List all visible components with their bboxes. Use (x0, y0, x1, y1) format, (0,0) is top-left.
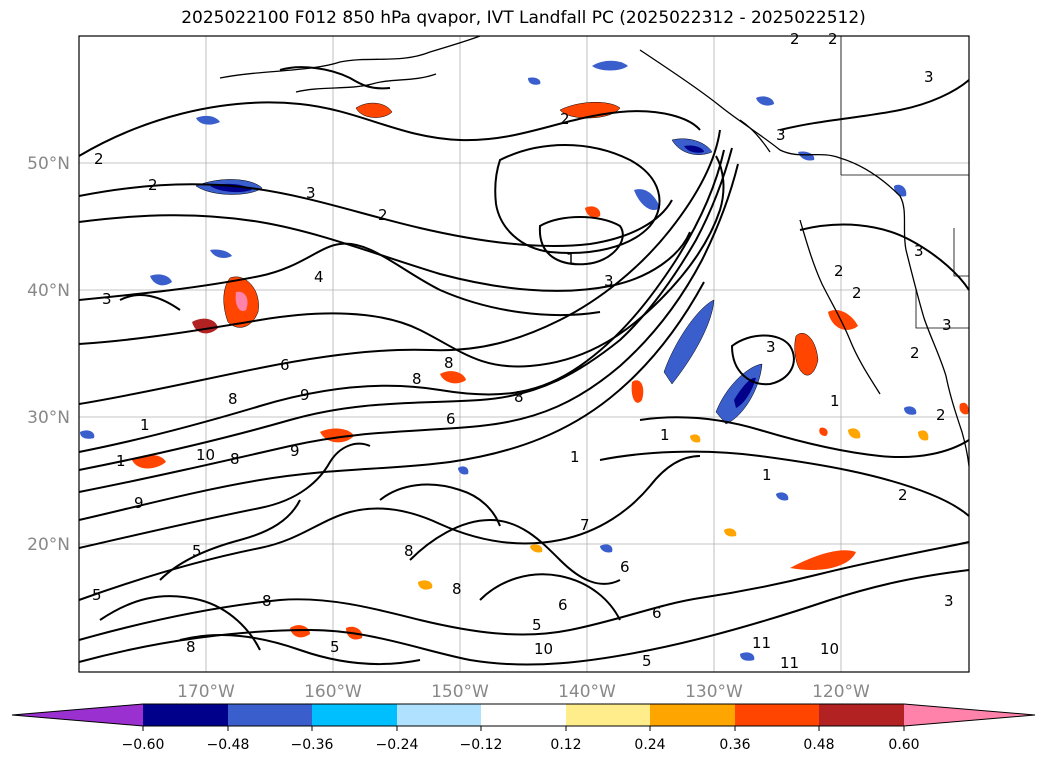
colorbar-tick-label: −0.24 (376, 737, 419, 753)
contour-label: 2 (910, 344, 920, 362)
map-title: 2025022100 F012 850 hPa qvapor, IVT Land… (181, 8, 866, 28)
contour-label: 5 (532, 616, 542, 634)
contour-label: 9 (300, 386, 310, 404)
colorbar-segment (566, 704, 650, 726)
contour-label: 3 (776, 126, 786, 144)
contour-label: 10 (820, 640, 839, 658)
colorbar-tick-label: 0.12 (550, 737, 581, 753)
lon-label: 120°W (812, 682, 870, 702)
longitude-labels: 170°W 160°W 150°W 140°W 130°W 120°W (177, 682, 870, 702)
contour-label: 3 (766, 338, 776, 356)
ivt-contours (78, 66, 970, 666)
lon-label: 160°W (304, 682, 362, 702)
lat-label: 20°N (27, 535, 70, 555)
contour-label: 3 (944, 592, 954, 610)
colorbar-tick-label: −0.12 (460, 737, 503, 753)
contour-label: 3 (102, 290, 112, 308)
contour-label: 2 (148, 176, 158, 194)
colorbar-tick-label: 0.60 (888, 737, 919, 753)
contour-label: 9 (290, 442, 300, 460)
contour-label: 8 (444, 354, 454, 372)
contour-label: 5 (92, 586, 102, 604)
lon-label: 140°W (558, 682, 616, 702)
coastlines (219, 35, 970, 467)
contour-label: 6 (280, 356, 290, 374)
contour-label: 1 (660, 426, 670, 444)
political-boundaries (840, 36, 969, 329)
colorbar-segment (481, 704, 566, 726)
contour-label: 2 (936, 406, 946, 424)
contour-label: 10 (534, 640, 553, 658)
negative-anomaly-fills (80, 60, 917, 661)
contour-label: 2 (852, 284, 862, 302)
contour-label: 5 (330, 638, 340, 656)
colorbar-tick-label: 0.48 (803, 737, 834, 753)
colorbar-tick-label: 0.36 (719, 737, 750, 753)
contour-label: 1 (566, 250, 576, 268)
lon-label: 150°W (431, 682, 489, 702)
colorbar-extend-max (904, 704, 1035, 726)
positive-anomaly-fills (132, 101, 969, 640)
contour-label: 1 (570, 448, 580, 466)
contour-label: 6 (446, 410, 456, 428)
contour-label: 3 (306, 184, 316, 202)
colorbar-extend-min (12, 704, 143, 726)
contour-label: 8 (230, 450, 240, 468)
contour-label: 8 (514, 388, 524, 406)
contour-label: 8 (262, 592, 272, 610)
contour-label: 7 (580, 516, 590, 534)
contour-label: 6 (558, 596, 568, 614)
latitude-labels: 50°N 40°N 30°N 20°N (27, 154, 70, 555)
lat-label: 40°N (27, 281, 70, 301)
map-frame (78, 35, 970, 673)
contour-label: 3 (942, 316, 952, 334)
contour-label: 1 (762, 466, 772, 484)
contour-label: 1 (140, 416, 150, 434)
contour-label: 2 (898, 486, 908, 504)
lat-label: 50°N (27, 154, 70, 174)
contour-label: 2 (378, 206, 388, 224)
contour-label: 8 (452, 580, 462, 598)
colorbar-tick-label: −0.48 (207, 737, 250, 753)
colorbar-segment (735, 704, 819, 726)
contour-label: 8 (228, 390, 238, 408)
contour-labels: 2 2 3 2 3 2 3 2 2 1 3 4 3 1 2 3 6 9 8 8 … (92, 30, 954, 672)
contour-label: 10 (196, 446, 215, 464)
contour-label: 9 (134, 494, 144, 512)
colorbar: −0.60 −0.48 −0.36 −0.24 −0.12 0.12 0.24 … (11, 703, 1036, 753)
colorbar-tick-label: −0.36 (291, 737, 334, 753)
contour-label: 2 (834, 262, 844, 280)
contour-label: 4 (314, 268, 324, 286)
contour-label: 2 (560, 110, 570, 128)
colorbar-tick-label: 0.24 (634, 737, 665, 753)
colorbar-segment (650, 704, 735, 726)
contour-label: 3 (914, 242, 924, 260)
contour-label: 2 (828, 30, 838, 48)
colorbar-segment (228, 704, 312, 726)
colorbar-segment (312, 704, 397, 726)
contour-label: 3 (604, 272, 614, 290)
contour-label: 11 (752, 634, 771, 652)
contour-label: 1 (116, 452, 126, 470)
contour-label: 2 (790, 30, 800, 48)
contour-label: 5 (192, 542, 202, 560)
colorbar-segment (819, 704, 904, 726)
contour-label: 6 (652, 604, 662, 622)
colorbar-segment (397, 704, 481, 726)
contour-label: 6 (620, 558, 630, 576)
contour-label: 5 (642, 652, 652, 670)
contour-label: 8 (186, 638, 196, 656)
colorbar-segment (143, 704, 228, 726)
contour-label: 3 (924, 68, 934, 86)
contour-label: 11 (780, 654, 799, 672)
lon-label: 130°W (685, 682, 743, 702)
contour-label: 8 (404, 542, 414, 560)
lon-label: 170°W (177, 682, 235, 702)
contour-label: 1 (830, 392, 840, 410)
colorbar-tick-label: −0.60 (122, 737, 165, 753)
contour-label: 8 (412, 370, 422, 388)
lat-label: 30°N (27, 408, 70, 428)
contour-label: 2 (94, 150, 104, 168)
